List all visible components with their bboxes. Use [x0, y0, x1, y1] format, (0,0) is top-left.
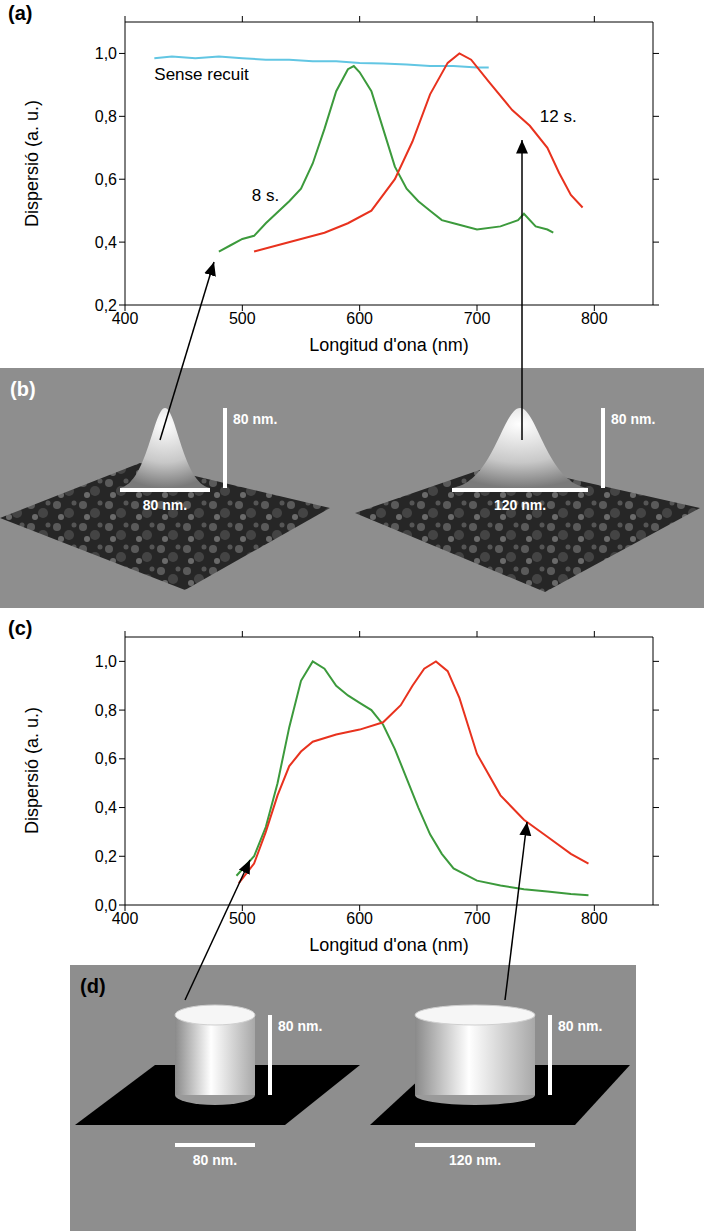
html-text:Dispersió (a. u.): Dispersió (a. u.)	[21, 707, 42, 834]
svg-text:0,4: 0,4	[95, 799, 117, 816]
svg-text:1,0: 1,0	[95, 653, 117, 670]
svg-text:(d): (d)	[80, 975, 106, 997]
svg-text:0,6: 0,6	[95, 750, 117, 767]
svg-text:0,4: 0,4	[95, 234, 117, 251]
svg-text:800: 800	[581, 310, 608, 327]
svg-text:80 nm.: 80 nm.	[558, 1018, 602, 1034]
svg-text:12 s.: 12 s.	[540, 107, 577, 126]
svg-text:120 nm.: 120 nm.	[449, 1152, 501, 1168]
svg-text:80 nm.: 80 nm.	[611, 411, 655, 427]
svg-text:Sense recuit: Sense recuit	[154, 65, 249, 84]
svg-text:80 nm.: 80 nm.	[233, 411, 277, 427]
svg-text:80 nm.: 80 nm.	[193, 1152, 237, 1168]
svg-text:0,8: 0,8	[95, 702, 117, 719]
html-text:Dispersió (a. u.): Dispersió (a. u.)	[21, 99, 42, 227]
svg-text:(b): (b)	[10, 378, 36, 400]
svg-text:0,2: 0,2	[95, 848, 117, 865]
html-text:(c): (c)	[8, 617, 33, 639]
svg-text:80 nm.: 80 nm.	[278, 1018, 322, 1034]
svg-text:0,0: 0,0	[95, 897, 117, 914]
svg-text:0,6: 0,6	[95, 171, 117, 188]
svg-text:0,8: 0,8	[95, 108, 117, 125]
svg-text:500: 500	[229, 910, 256, 927]
svg-text:8 s.: 8 s.	[252, 186, 279, 205]
svg-text:0,2: 0,2	[95, 297, 117, 314]
html-text:Longitud d'ona (nm): Longitud d'ona (nm)	[309, 335, 469, 355]
svg-text:1,0: 1,0	[95, 45, 117, 62]
svg-text:120 nm.: 120 nm.	[494, 497, 546, 513]
html-text:(a): (a)	[8, 2, 33, 24]
svg-text:700: 700	[464, 910, 491, 927]
svg-text:80 nm.: 80 nm.	[143, 497, 187, 513]
svg-text:400: 400	[111, 310, 139, 328]
svg-text:400: 400	[111, 910, 139, 928]
svg-text:600: 600	[346, 310, 373, 327]
html-text:Longitud d'ona (nm): Longitud d'ona (nm)	[309, 935, 469, 955]
svg-text:500: 500	[229, 310, 256, 327]
svg-text:600: 600	[346, 910, 373, 927]
svg-text:700: 700	[464, 310, 491, 327]
svg-text:800: 800	[581, 910, 608, 927]
